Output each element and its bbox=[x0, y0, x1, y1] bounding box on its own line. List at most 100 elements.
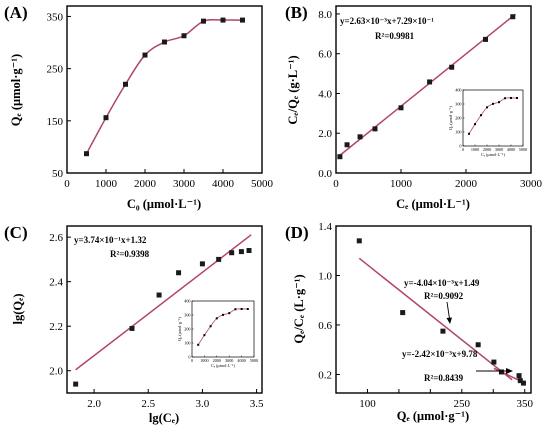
panel-b-frame bbox=[335, 5, 532, 174]
panel-c-ytick-label: 2.4 bbox=[49, 277, 63, 289]
panel-a-point bbox=[181, 33, 187, 39]
panel-c-ytick-label: 2.0 bbox=[49, 366, 63, 378]
panel-c-inset-point bbox=[246, 307, 249, 310]
panel-b-inset-point bbox=[510, 96, 512, 99]
panel-a-label: (A) bbox=[4, 3, 28, 22]
panel-c-inset-point bbox=[234, 308, 237, 311]
panel-b-xtick-label: 3000 bbox=[520, 178, 543, 190]
panel-d-equation-2: y=-2.42×10⁻³x+9.78 bbox=[402, 349, 478, 359]
panel-c-point bbox=[156, 292, 162, 298]
panel-d-point bbox=[400, 310, 406, 316]
panel-d-ytick-label: 1.0 bbox=[318, 270, 332, 282]
panel-d-fit-line-1 bbox=[358, 257, 513, 381]
panel-c-inset-xtick-label: 3000 bbox=[225, 358, 233, 363]
panel-c-inset-xtick-label: 2000 bbox=[213, 358, 221, 363]
panel-c-inset-point bbox=[222, 313, 224, 316]
panel-b-inset-point bbox=[486, 106, 488, 109]
panel-d-point bbox=[516, 373, 522, 379]
panel-c-ytick-label: 2.6 bbox=[49, 232, 63, 244]
panel-b-point bbox=[483, 36, 488, 42]
panel-c-frame bbox=[66, 225, 263, 394]
panel-c-point bbox=[238, 249, 244, 255]
panel-a-xtick-label: 4000 bbox=[212, 178, 235, 190]
panel-a-xtick-label: 5000 bbox=[251, 178, 274, 190]
panel-b-point bbox=[427, 79, 433, 85]
panel-c-xtick-label: 2.0 bbox=[87, 398, 101, 410]
panel-c-equation: y=3.74×10⁻¹x+1.32 bbox=[74, 235, 147, 245]
panel-c-xtick-label: 2.5 bbox=[141, 398, 155, 410]
panel-b-equation: y=2.63×10⁻³x+7.29×10⁻¹ bbox=[340, 16, 434, 26]
panel-a-point bbox=[103, 115, 109, 121]
panel-a-xtick-label: 0 bbox=[64, 178, 70, 190]
panel-c-label: (C) bbox=[4, 223, 28, 242]
panel-c-point bbox=[199, 261, 205, 267]
panel-b-inset-xtick-label: 4000 bbox=[507, 147, 515, 152]
panel-d-ytick-label: 0.6 bbox=[318, 320, 332, 332]
panel-c: (C) 2.0 2.5 3.0 3.5 2.0 2.2 2.4 2.6 y=3.74×10⁻¹… bbox=[4, 223, 264, 425]
panel-c-inset-xtick-label: 0 bbox=[191, 358, 193, 363]
panel-a-ytick-label: 250 bbox=[47, 64, 64, 76]
panel-a-point bbox=[123, 81, 128, 87]
panel-b-inset-point bbox=[480, 114, 482, 117]
panel-d-point bbox=[520, 380, 526, 386]
panel-b-label: (B) bbox=[285, 3, 308, 22]
panel-b-point bbox=[510, 14, 516, 20]
panel-b-ytick-label: 0.0 bbox=[318, 168, 332, 180]
panel-a-ytick-label: 50 bbox=[52, 168, 64, 180]
panel-a-ytick-label: 350 bbox=[47, 11, 64, 23]
panel-c-inset-point bbox=[228, 312, 231, 315]
panel-d-xtick-label: 250 bbox=[454, 398, 471, 410]
panel-c-point bbox=[246, 247, 252, 253]
panel-a-xtick-label: 2000 bbox=[134, 178, 157, 190]
panel-b-inset-ytick-label: 400 bbox=[455, 88, 461, 93]
panel-b-ytick-label: 4.0 bbox=[318, 88, 332, 100]
panel-b-inset-ytick-label: 200 bbox=[455, 116, 461, 121]
panel-a-point bbox=[240, 17, 245, 23]
panel-c-inset-xtick-label: 1000 bbox=[200, 358, 208, 363]
panel-d-frame bbox=[335, 225, 532, 394]
panel-c-point bbox=[229, 250, 235, 256]
panel-a-point bbox=[162, 39, 167, 45]
panel-b-xtick-label: 2000 bbox=[455, 178, 478, 190]
panel-c-inset-point bbox=[197, 343, 200, 346]
panel-c-xtick-label: 3.0 bbox=[196, 398, 210, 410]
panel-b-inset-y-title: Qₑ (μmol·g⁻¹) bbox=[448, 106, 453, 130]
panel-c-point bbox=[176, 270, 182, 276]
panel-a-ytick-label: 150 bbox=[47, 116, 64, 128]
panel-c-inset-point bbox=[215, 317, 218, 320]
panel-b-inset-ytick-label: 300 bbox=[455, 102, 461, 107]
panel-b-inset-xtick-label: 2000 bbox=[483, 147, 491, 152]
panel-b-point bbox=[337, 154, 343, 160]
panel-d-point bbox=[475, 342, 481, 348]
panel-c-inset-ytick-label: 200 bbox=[184, 327, 190, 332]
panel-b-ytick-label: 8.0 bbox=[318, 9, 332, 21]
panel-c-inset-xtick-label: 5000 bbox=[250, 358, 258, 363]
panel-c-inset-point bbox=[209, 325, 212, 328]
panel-a-y-title: Qₑ (μmol·g⁻¹) bbox=[9, 54, 23, 126]
panel-b-inset-point bbox=[516, 96, 518, 99]
panel-d-arrowhead-1 bbox=[446, 317, 452, 324]
panel-d: (D) 100 250 350 0.2 0.6 1.0 1.4 y=-4.04×10⁻³x+… bbox=[285, 221, 533, 423]
panel-b-inset-xtick-label: 0 bbox=[462, 147, 464, 152]
panel-d-y-title: Qₑ/Cₑ (L·g⁻¹) bbox=[292, 274, 306, 343]
panel-a-point bbox=[84, 151, 89, 157]
panel-b-point bbox=[357, 134, 363, 140]
panel-b-inset-point bbox=[504, 97, 506, 100]
panel-c-inset-ytick-label: 100 bbox=[184, 341, 190, 346]
panel-c-inset-ytick-label: 400 bbox=[184, 299, 190, 304]
panel-b-y-title: Cₑ/Qₑ (g·L⁻¹) bbox=[286, 55, 300, 124]
panel-b-inset-xtick-label: 1000 bbox=[471, 147, 479, 152]
panel-c-y-title: lg(Qₑ) bbox=[11, 293, 25, 324]
panel-b-inset-point bbox=[498, 101, 500, 104]
panel-b-x-title: Cₑ (μmol·L⁻¹) bbox=[396, 197, 470, 211]
panel-b-point bbox=[449, 64, 455, 70]
panel-b-inset-ytick-label: 0 bbox=[459, 144, 461, 149]
panel-a-xtick-label: 3000 bbox=[173, 178, 196, 190]
panel-b-inset-xtick-label: 5000 bbox=[519, 147, 527, 152]
panel-d-x-title: Qₑ (μmol·g⁻¹) bbox=[397, 409, 469, 423]
panel-d-ytick-label: 0.2 bbox=[318, 369, 332, 381]
panel-d-label: (D) bbox=[285, 223, 309, 242]
